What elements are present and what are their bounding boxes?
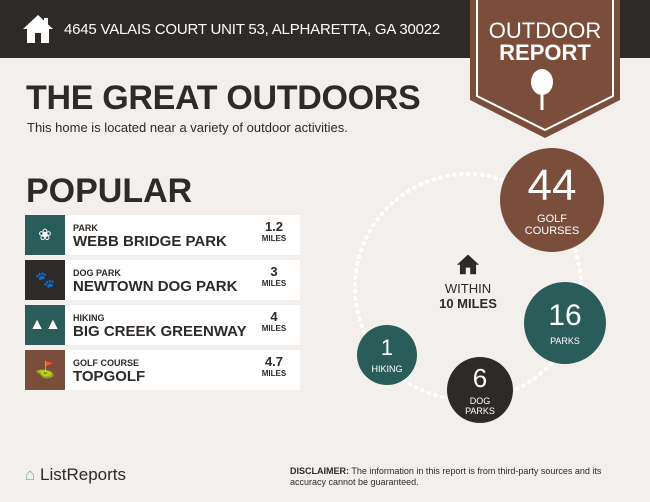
- item-category: PARK: [73, 223, 98, 233]
- popular-heading: POPULAR: [26, 172, 193, 210]
- item-name: WEBB BRIDGE PARK: [73, 233, 227, 250]
- house-icon: [23, 15, 53, 43]
- trees-icon: ▲▲: [25, 305, 65, 345]
- popular-item[interactable]: 🐾 DOG PARK NEWTOWN DOG PARK 3 MILES: [25, 260, 300, 300]
- popular-item[interactable]: ▲▲ HIKING BIG CREEK GREENWAY 4 MILES: [25, 305, 300, 345]
- item-distance: 4.7 MILES: [261, 354, 287, 379]
- item-distance: 3 MILES: [261, 264, 287, 289]
- item-name: BIG CREEK GREENWAY: [73, 323, 247, 340]
- page-title: THE GREAT OUTDOORS: [26, 79, 421, 117]
- golf-bag-icon: ⛳: [25, 350, 65, 390]
- item-category: DOG PARK: [73, 268, 121, 278]
- disclaimer: DISCLAIMER: The information in this repo…: [290, 466, 602, 487]
- house-icon: [457, 254, 479, 275]
- item-distance: 1.2 MILES: [261, 219, 287, 244]
- outdoor-report-badge: [470, 0, 620, 138]
- item-distance: 4 MILES: [261, 309, 287, 334]
- park-icon: ❀: [25, 215, 65, 255]
- dog-parks-count: 6 DOG PARKS: [447, 357, 513, 423]
- popular-item[interactable]: ⛳ GOLF COURSE TOPGOLF 4.7 MILES: [25, 350, 300, 390]
- badge-title: OUTDOOR REPORT: [488, 18, 602, 65]
- popular-item[interactable]: ❀ PARK WEBB BRIDGE PARK 1.2 MILES: [25, 215, 300, 255]
- golf-courses-count: 44 GOLF COURSES: [500, 148, 604, 252]
- tree-icon: [531, 69, 553, 110]
- item-name: TOPGOLF: [73, 368, 146, 385]
- hiking-count: 1 HIKING: [357, 325, 417, 385]
- item-name: NEWTOWN DOG PARK: [73, 278, 238, 295]
- radius-label: WITHIN 10 MILES: [418, 253, 518, 311]
- property-address: 4645 VALAIS COURT UNIT 53, ALPHARETTA, G…: [64, 21, 441, 38]
- paw-icon: 🐾: [25, 260, 65, 300]
- listreports-logo[interactable]: ⌂ ListReports: [25, 465, 126, 484]
- page-subtitle: This home is located near a variety of o…: [27, 120, 348, 135]
- item-category: HIKING: [73, 313, 105, 323]
- item-category: GOLF COURSE: [73, 358, 140, 368]
- parks-count: 16 PARKS: [524, 282, 606, 364]
